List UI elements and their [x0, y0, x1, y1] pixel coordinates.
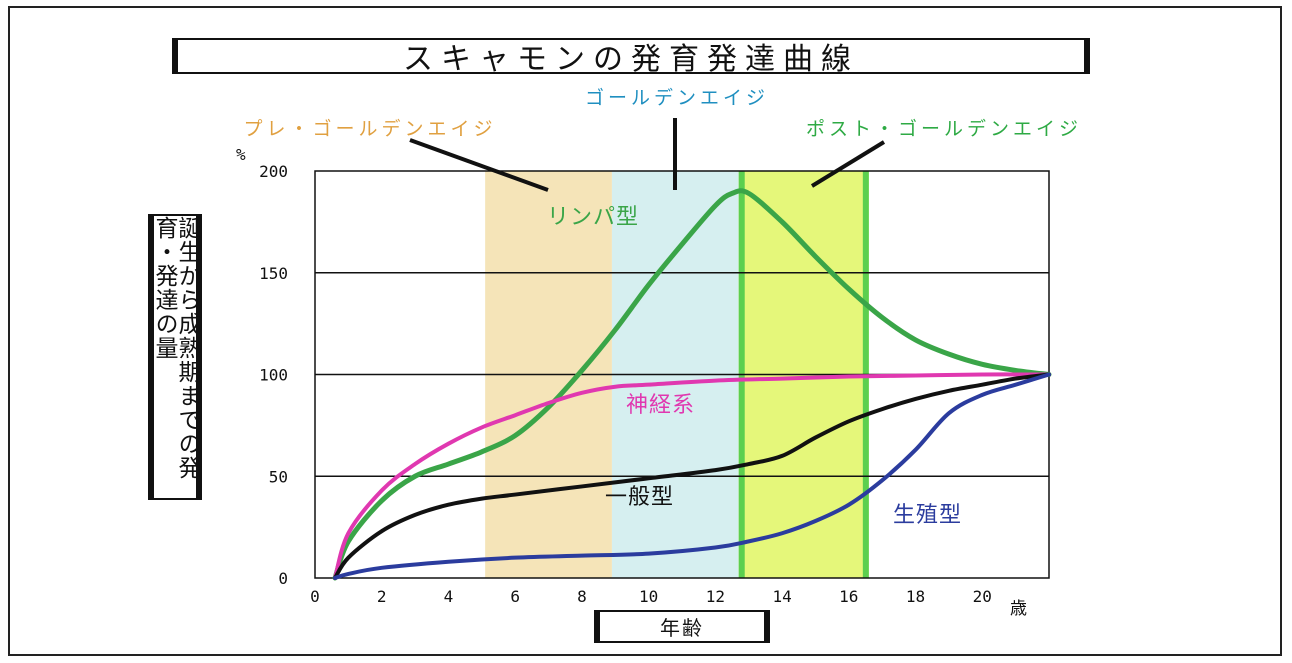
curve-label-reproductive: 生殖型: [893, 503, 962, 528]
period-label-post-golden-age: ポスト・ゴールデンエイジ: [806, 118, 1082, 140]
x-tick-label-14: 14: [772, 587, 791, 606]
x-tick-label-2: 2: [377, 587, 387, 606]
x-tick-label-12: 12: [706, 587, 725, 606]
y-tick-label-150: 150: [259, 264, 288, 283]
curve-label-neural: 神経系: [626, 393, 695, 418]
y-tick-label-0: 0: [278, 569, 288, 588]
y-axis-unit: %: [236, 145, 246, 164]
callout-line-pre-golden-age: [410, 140, 548, 190]
x-tick-label-8: 8: [577, 587, 587, 606]
x-tick-label-0: 0: [310, 587, 320, 606]
y-tick-label-50: 50: [269, 467, 288, 486]
curve-label-lymphoid: リンパ型: [547, 205, 639, 230]
y-tick-label-200: 200: [259, 162, 288, 181]
x-axis-unit: 歳: [1010, 599, 1027, 619]
y-tick-label-100: 100: [259, 366, 288, 385]
x-tick-label-18: 18: [906, 587, 925, 606]
x-tick-label-6: 6: [510, 587, 520, 606]
x-tick-label-10: 10: [639, 587, 658, 606]
x-tick-label-16: 16: [839, 587, 858, 606]
period-label-golden-age: ゴールデンエイジ: [585, 87, 769, 109]
x-tick-label-20: 20: [973, 587, 992, 606]
x-tick-label-4: 4: [444, 587, 454, 606]
period-label-pre-golden-age: プレ・ゴールデンエイジ: [243, 118, 496, 140]
curve-label-general: 一般型: [605, 485, 674, 510]
